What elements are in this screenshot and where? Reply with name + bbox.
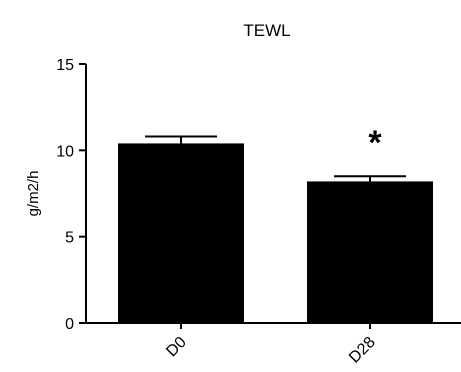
annotations: * <box>368 124 382 162</box>
y-tick-label: 10 <box>56 143 74 160</box>
bars <box>118 135 433 323</box>
y-tick-label: 15 <box>56 57 74 74</box>
y-tick-label: 0 <box>65 316 74 333</box>
y-tick-label: 5 <box>65 230 74 247</box>
x-tick-label: D0 <box>163 334 190 361</box>
bar-D28 <box>307 181 433 323</box>
significance-marker: * <box>368 124 382 162</box>
bar-D0 <box>118 143 244 323</box>
y-axis-label: g/m2/h <box>25 171 42 217</box>
chart-title: TEWL <box>243 21 290 40</box>
x-tick-label: D28 <box>346 334 379 367</box>
